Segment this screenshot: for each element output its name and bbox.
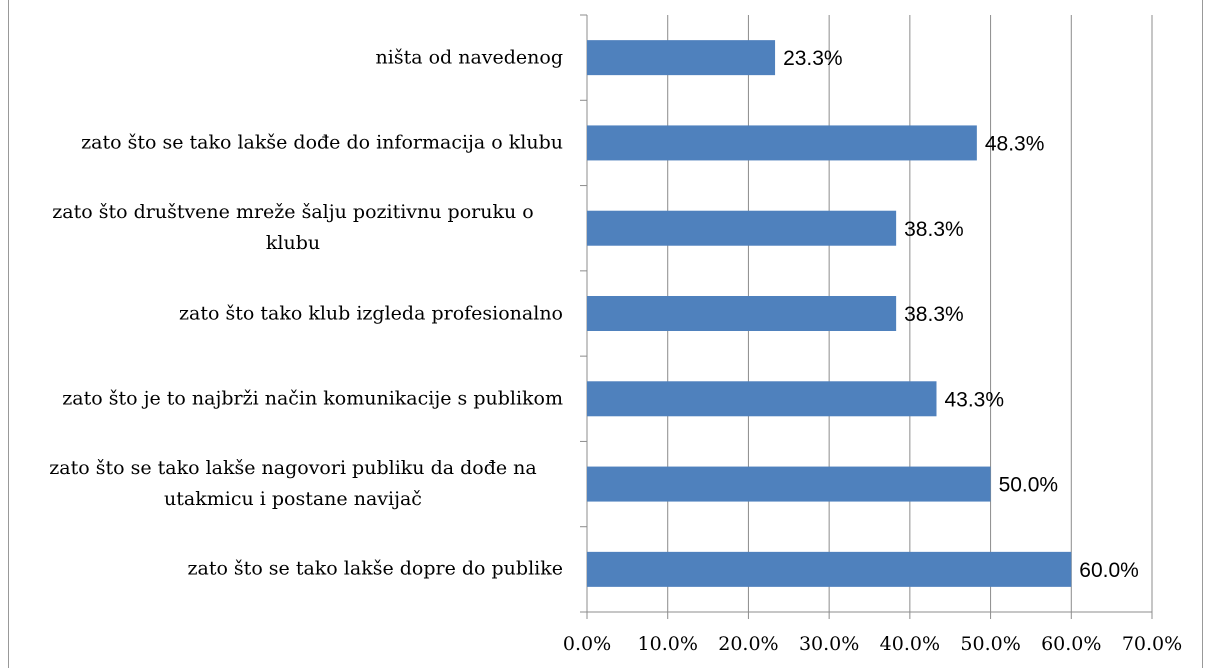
data-label: 23.3% xyxy=(783,47,843,70)
y-tick-label: ništa od navedenog xyxy=(375,46,564,69)
bar xyxy=(587,210,897,246)
x-tick-label: 30.0% xyxy=(799,633,859,655)
data-label: 43.3% xyxy=(944,388,1004,411)
x-tick-label: 20.0% xyxy=(718,633,778,655)
bar xyxy=(587,125,977,161)
y-tick-label: zato što tako klub izgleda profesionalno xyxy=(179,302,563,324)
data-label: 38.3% xyxy=(904,303,964,326)
x-tick-label: 10.0% xyxy=(638,633,698,655)
x-tick-label: 60.0% xyxy=(1041,633,1101,655)
bar xyxy=(587,466,991,502)
bar xyxy=(587,551,1072,587)
y-tick-label: zato što se tako lakše dođe do informaci… xyxy=(81,131,563,154)
x-tick-label: 50.0% xyxy=(960,633,1020,655)
bar xyxy=(587,296,897,331)
y-tick-label: zato što društvene mreže šalju pozitivnu… xyxy=(52,201,534,255)
bar xyxy=(587,381,937,417)
x-tick-label: 40.0% xyxy=(880,633,940,655)
data-label: 60.0% xyxy=(1079,559,1139,582)
data-label: 50.0% xyxy=(999,474,1059,497)
data-label: 38.3% xyxy=(904,218,964,241)
bar xyxy=(587,40,776,76)
y-tick-label: zato što se tako lakše nagovori publiku … xyxy=(49,457,537,511)
x-tick-label: 70.0% xyxy=(1122,633,1182,655)
data-label: 48.3% xyxy=(985,132,1045,155)
x-tick-label: 0.0% xyxy=(563,633,611,655)
y-tick-label: zato što se tako lakše dopre do publike xyxy=(187,557,563,580)
frame xyxy=(8,0,1203,668)
y-tick-label: zato što je to najbrži način komunikacij… xyxy=(62,387,563,410)
